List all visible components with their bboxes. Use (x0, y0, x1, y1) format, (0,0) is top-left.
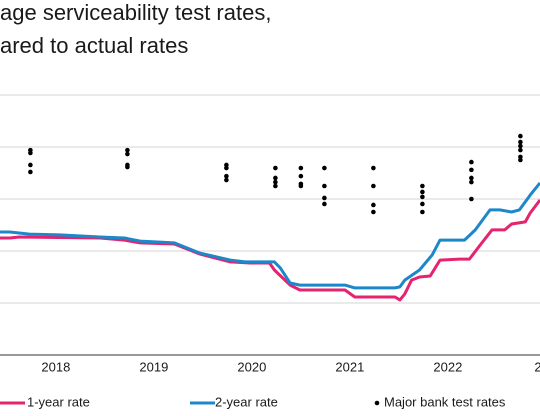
test-rate-dot (371, 183, 376, 189)
legend-label: 1-year rate (27, 394, 90, 409)
test-rate-dot (469, 196, 474, 202)
test-rate-dot (224, 177, 229, 183)
test-rate-dot (371, 209, 376, 215)
test-rate-dot (224, 165, 229, 171)
test-rate-dot (28, 169, 33, 175)
test-rate-dot (298, 165, 304, 171)
test-rate-dot (518, 143, 523, 149)
x-tick-label: 2021 (335, 359, 364, 374)
test-rate-dot (518, 133, 523, 139)
series-line (0, 181, 540, 290)
test-rate-dot (125, 147, 130, 153)
legend-label: 2-year rate (215, 394, 278, 409)
test-rate-dot (518, 147, 523, 153)
test-rate-dot (273, 183, 278, 189)
test-rate-dot (420, 209, 425, 215)
test-rate-dot (28, 150, 33, 156)
test-rate-dot (125, 164, 130, 170)
test-rate-dot (322, 165, 327, 171)
test-rate-dot (322, 183, 327, 189)
test-rate-dot (420, 201, 425, 207)
x-tick-label: 2019 (139, 359, 168, 374)
test-rate-dot (298, 183, 304, 189)
chart-title: age serviceability test rates, (0, 0, 271, 25)
test-rate-dot (469, 159, 474, 165)
test-rate-dot (322, 195, 327, 201)
test-rate-dot (469, 167, 474, 173)
test-rate-dot (420, 183, 425, 189)
test-rate-dot (224, 173, 229, 179)
x-tick-label: 2018 (41, 359, 70, 374)
test-rate-dot (420, 189, 425, 195)
chart-title: ared to actual rates (0, 33, 188, 58)
test-rate-dot (298, 173, 304, 179)
test-rate-dot (518, 139, 523, 145)
test-rate-dot (273, 165, 278, 171)
legend-label: Major bank test rates (384, 394, 506, 409)
test-rate-dot (371, 202, 376, 208)
test-rate-dot (322, 201, 327, 207)
test-rate-dot (273, 175, 278, 181)
test-rate-dot (28, 162, 33, 168)
x-tick-label: 2022 (433, 359, 462, 374)
test-rate-dot (420, 194, 425, 200)
test-rate-dot (469, 179, 474, 185)
legend-swatch (374, 400, 380, 406)
series-line (0, 199, 540, 302)
test-rate-dot (371, 165, 376, 171)
test-rate-dot (273, 179, 278, 185)
x-tick-label: 2 (534, 359, 540, 374)
test-rate-dot (469, 175, 474, 181)
x-tick-label: 2020 (237, 359, 266, 374)
test-rate-dot (125, 151, 130, 157)
test-rate-dot (518, 157, 523, 163)
